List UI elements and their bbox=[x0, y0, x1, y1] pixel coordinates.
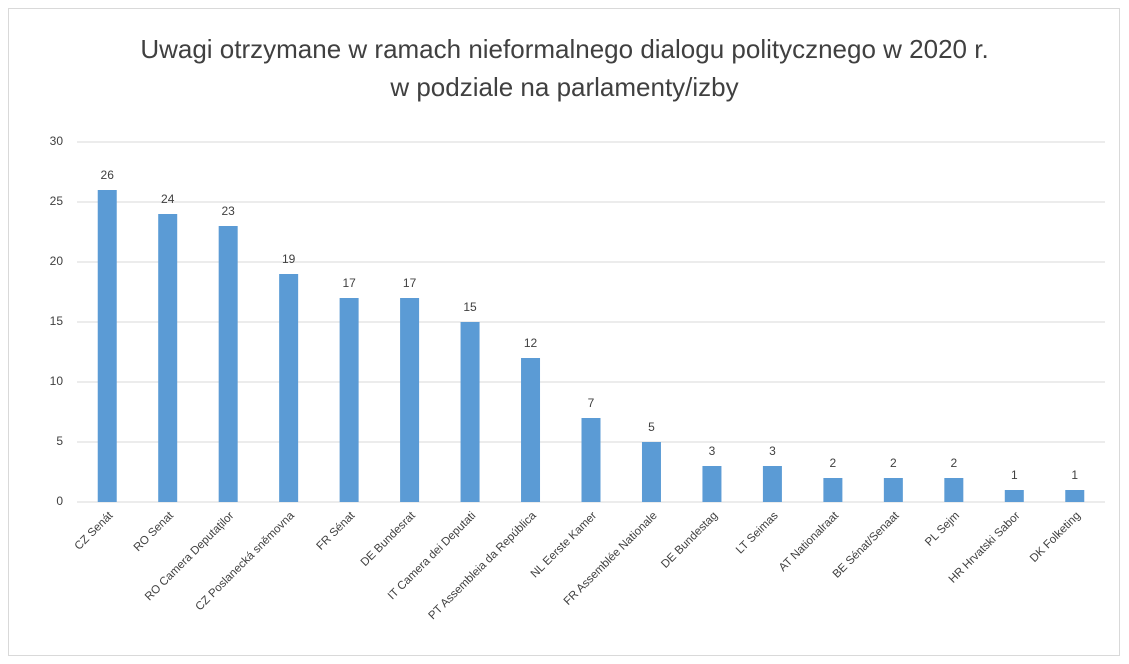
bar bbox=[641, 442, 661, 502]
bar bbox=[702, 466, 722, 502]
data-label: 2 bbox=[830, 456, 837, 470]
data-label: 17 bbox=[403, 276, 417, 290]
bar bbox=[279, 274, 299, 502]
bar bbox=[1004, 490, 1024, 502]
data-label: 12 bbox=[524, 336, 538, 350]
bar bbox=[823, 478, 843, 502]
chart-title: Uwagi otrzymane w ramach nieformalnego d… bbox=[140, 34, 989, 102]
x-tick-label: NL Eerste Kamer bbox=[529, 510, 600, 581]
bar bbox=[218, 226, 238, 502]
x-tick-label: BE Sénat/Senaat bbox=[831, 509, 902, 580]
bar bbox=[521, 358, 541, 502]
data-label: 3 bbox=[769, 444, 776, 458]
chart-border bbox=[8, 8, 1120, 656]
x-tick-label: DE Bundestag bbox=[659, 510, 720, 571]
y-tick-label: 0 bbox=[56, 494, 63, 508]
x-tick-label: DE Bundesrat bbox=[359, 509, 419, 569]
bar bbox=[400, 298, 420, 502]
bar bbox=[762, 466, 782, 502]
bar bbox=[339, 298, 359, 502]
data-label: 2 bbox=[890, 456, 897, 470]
bar bbox=[581, 418, 601, 502]
data-label: 2 bbox=[950, 456, 957, 470]
y-tick-label: 10 bbox=[50, 374, 64, 388]
x-tick-label: PT Assembleia da República bbox=[426, 509, 539, 622]
bar bbox=[460, 322, 480, 502]
bar bbox=[1065, 490, 1085, 502]
data-label: 7 bbox=[588, 396, 595, 410]
data-label: 17 bbox=[342, 276, 356, 290]
y-tick-label: 25 bbox=[50, 194, 64, 208]
x-tick-label: CZ Senát bbox=[73, 509, 116, 552]
bar bbox=[97, 190, 117, 502]
data-label: 1 bbox=[1071, 468, 1078, 482]
data-label: 24 bbox=[161, 192, 175, 206]
bar bbox=[158, 214, 178, 502]
y-tick-label: 30 bbox=[50, 134, 64, 148]
x-tick-label: CZ Poslanecká sněmovna bbox=[194, 509, 298, 613]
y-tick-label: 15 bbox=[50, 314, 64, 328]
bar bbox=[883, 478, 903, 502]
data-label: 26 bbox=[101, 168, 115, 182]
y-tick-label: 20 bbox=[50, 254, 64, 268]
x-tick-label: FR Sénat bbox=[315, 509, 358, 552]
data-label: 23 bbox=[221, 204, 235, 218]
x-tick-label: RO Senat bbox=[132, 509, 177, 554]
data-label: 19 bbox=[282, 252, 296, 266]
data-label: 5 bbox=[648, 420, 655, 434]
y-tick-label: 5 bbox=[56, 434, 63, 448]
x-tick-label: AT Nationalraat bbox=[777, 509, 842, 574]
x-tick-label: LT Seimas bbox=[734, 510, 781, 557]
bar bbox=[944, 478, 964, 502]
data-label: 1 bbox=[1011, 468, 1018, 482]
data-label: 15 bbox=[463, 300, 477, 314]
x-tick-label: PL Sejm bbox=[923, 510, 962, 549]
x-tick-label: DK Folketing bbox=[1028, 510, 1083, 565]
data-label: 3 bbox=[709, 444, 716, 458]
